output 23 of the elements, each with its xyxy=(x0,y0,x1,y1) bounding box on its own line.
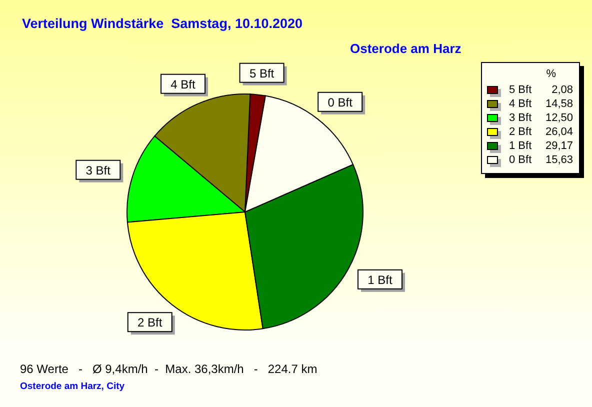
legend-title: % xyxy=(545,67,557,81)
data-label: 14,58 xyxy=(544,97,573,111)
legend-label: 0 Bft xyxy=(509,153,533,167)
chart-title: Verteilung Windstärke Samstag, 10.10.2020 xyxy=(22,16,303,31)
slice-label: 4 Bft xyxy=(170,77,196,92)
slice-label: 5 Bft xyxy=(249,66,275,80)
text: Osterode am Harz, City xyxy=(20,381,125,392)
legend-label: 3 Bft xyxy=(509,111,533,125)
slice-label: 2 Bft xyxy=(138,316,163,330)
legend-label: 4 Bft xyxy=(509,97,533,111)
slice-label: 3 Bft xyxy=(86,163,112,178)
chart-subtitle: Osterode am Harz xyxy=(350,41,462,56)
legend-label: 1 Bft xyxy=(509,139,533,153)
data-label: 29,17 xyxy=(544,139,573,153)
text: 96 Werte - Ø 9,4km/h - Max. 36,3km/h - 224.7 km xyxy=(20,362,318,376)
slice-label: 0 Bft xyxy=(328,95,354,110)
data-label: 12,50 xyxy=(544,111,573,125)
legend-label: 5 Bft xyxy=(509,83,533,97)
data-label: 15,63 xyxy=(544,153,573,167)
data-label: 2,08 xyxy=(550,83,573,97)
data-label: 26,04 xyxy=(544,125,573,139)
legend-label: 2 Bft xyxy=(509,125,533,139)
slice-label: 1 Bft xyxy=(368,272,393,287)
